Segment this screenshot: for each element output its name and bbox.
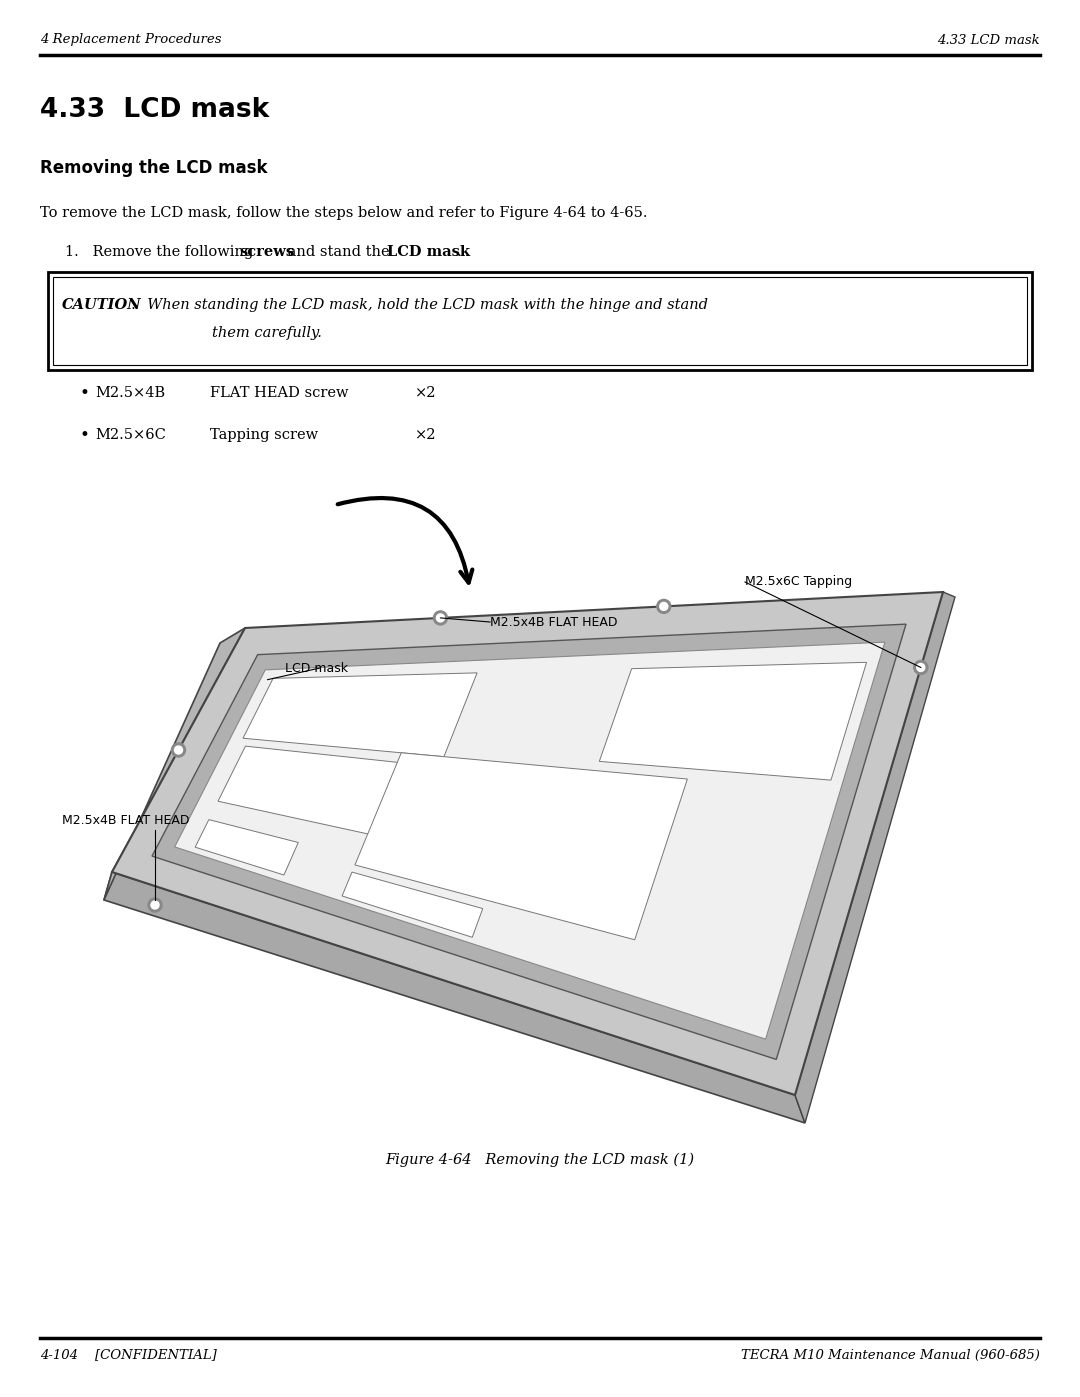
Polygon shape bbox=[218, 746, 409, 837]
Text: 4 Replacement Procedures: 4 Replacement Procedures bbox=[40, 34, 221, 46]
Text: them carefully.: them carefully. bbox=[212, 326, 322, 339]
Text: screws: screws bbox=[239, 244, 294, 258]
Circle shape bbox=[436, 613, 445, 622]
Polygon shape bbox=[112, 592, 943, 1095]
FancyArrowPatch shape bbox=[338, 497, 472, 583]
Polygon shape bbox=[195, 820, 298, 875]
Text: •: • bbox=[80, 384, 90, 401]
Polygon shape bbox=[104, 629, 245, 900]
Polygon shape bbox=[104, 872, 805, 1123]
Text: M2.5×6C: M2.5×6C bbox=[95, 427, 166, 441]
Text: Removing the LCD mask: Removing the LCD mask bbox=[40, 159, 268, 177]
Text: 4-104    [CONFIDENTIAL]: 4-104 [CONFIDENTIAL] bbox=[40, 1348, 217, 1362]
Text: 4.33 LCD mask: 4.33 LCD mask bbox=[937, 34, 1040, 46]
Text: M2.5x4B FLAT HEAD: M2.5x4B FLAT HEAD bbox=[490, 616, 618, 629]
Circle shape bbox=[657, 599, 671, 613]
Text: To remove the LCD mask, follow the steps below and refer to Figure 4-64 to 4-65.: To remove the LCD mask, follow the steps… bbox=[40, 205, 648, 219]
Text: 1.   Remove the following: 1. Remove the following bbox=[65, 244, 258, 258]
Polygon shape bbox=[243, 673, 477, 757]
Text: Tapping screw: Tapping screw bbox=[210, 427, 319, 441]
Text: CAUTION: CAUTION bbox=[62, 298, 141, 312]
Polygon shape bbox=[599, 662, 866, 780]
Text: TECRA M10 Maintenance Manual (960-685): TECRA M10 Maintenance Manual (960-685) bbox=[741, 1348, 1040, 1362]
Circle shape bbox=[148, 898, 162, 912]
Text: LCD mask: LCD mask bbox=[285, 662, 348, 675]
Text: FLAT HEAD screw: FLAT HEAD screw bbox=[210, 386, 349, 400]
Text: M2.5×4B: M2.5×4B bbox=[95, 386, 165, 400]
Circle shape bbox=[175, 746, 183, 754]
Bar bbox=[48, 272, 1032, 370]
Text: •: • bbox=[80, 426, 90, 443]
Circle shape bbox=[172, 743, 186, 757]
Circle shape bbox=[914, 661, 928, 675]
Polygon shape bbox=[342, 872, 483, 937]
Text: Figure 4-64   Removing the LCD mask (1): Figure 4-64 Removing the LCD mask (1) bbox=[386, 1153, 694, 1168]
Circle shape bbox=[151, 901, 159, 909]
Text: M2.5x4B FLAT HEAD: M2.5x4B FLAT HEAD bbox=[62, 813, 189, 827]
Text: LCD mask: LCD mask bbox=[387, 244, 470, 258]
Text: When standing the LCD mask, hold the LCD mask with the hinge and stand: When standing the LCD mask, hold the LCD… bbox=[138, 298, 708, 312]
Circle shape bbox=[660, 602, 667, 610]
Circle shape bbox=[433, 610, 447, 624]
Text: :: : bbox=[130, 298, 135, 312]
Text: and stand the: and stand the bbox=[283, 244, 394, 258]
Polygon shape bbox=[355, 753, 687, 940]
Text: ×2: ×2 bbox=[415, 427, 436, 441]
Text: M2.5x6C Tapping: M2.5x6C Tapping bbox=[745, 576, 852, 588]
Polygon shape bbox=[175, 643, 885, 1039]
Text: .: . bbox=[457, 244, 461, 258]
Text: ×2: ×2 bbox=[415, 386, 436, 400]
Circle shape bbox=[917, 664, 924, 672]
Text: 4.33  LCD mask: 4.33 LCD mask bbox=[40, 96, 269, 123]
Bar bbox=[53, 277, 1027, 365]
Polygon shape bbox=[152, 624, 906, 1059]
Polygon shape bbox=[795, 592, 955, 1123]
